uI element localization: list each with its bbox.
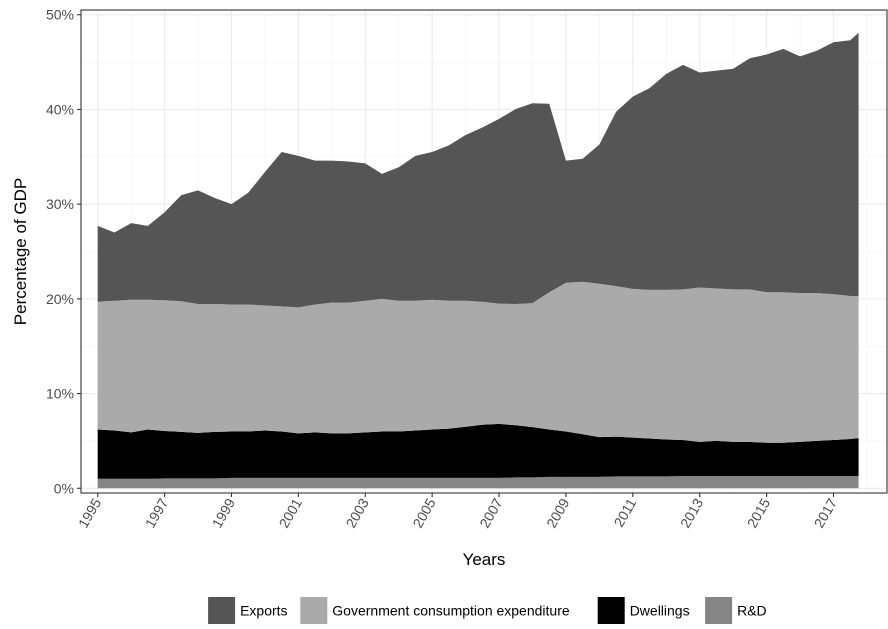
y-tick-label: 40% — [46, 101, 74, 117]
legend-key-government-consumption-expenditure — [300, 597, 328, 624]
y-tick-label: 10% — [46, 386, 74, 402]
y-tick-label: 20% — [46, 291, 74, 307]
legend-key-exports — [208, 597, 236, 624]
plot-panel-border — [80, 9, 888, 494]
area-exports — [97, 32, 859, 308]
legend: Exports Government consumption expenditur… — [208, 597, 767, 624]
legend-label-exports: Exports — [240, 603, 287, 619]
area-dwellings — [97, 423, 859, 479]
legend-label-government-consumption-expenditure: Government consumption expenditure — [332, 603, 570, 619]
legend-label-r-d: R&D — [737, 603, 767, 619]
y-tick-label: 0% — [54, 480, 74, 496]
area-government-consumption-expenditure — [97, 281, 859, 443]
legend-key-r-d — [705, 597, 733, 624]
area-r-d — [97, 475, 859, 489]
y-tick-label: 50% — [46, 7, 74, 23]
area-series-group — [97, 32, 859, 489]
x-axis-title: Years — [463, 550, 506, 569]
legend-label-dwellings: Dwellings — [630, 603, 690, 619]
y-axis: 0% 10% 20% 30% 40% 50% — [46, 7, 81, 496]
y-tick-label: 30% — [46, 196, 74, 212]
legend-key-dwellings — [597, 597, 625, 624]
y-axis-title: Percentage of GDP — [11, 178, 30, 325]
